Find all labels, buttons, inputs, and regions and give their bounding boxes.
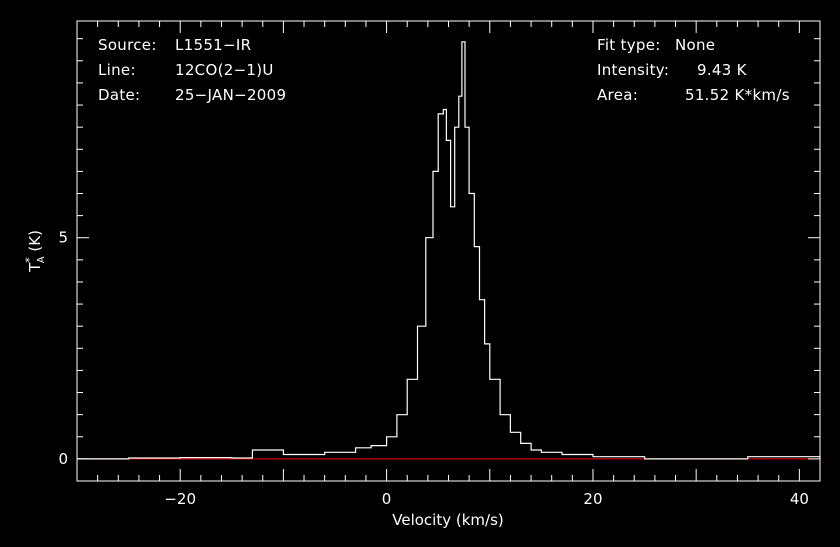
fit-type-label: Fit type:	[597, 36, 661, 54]
date-label: Date:	[98, 86, 141, 104]
y-axis-label: T*A (K)	[23, 230, 47, 273]
x-tick-label: 0	[382, 490, 392, 508]
spectrum-line	[77, 41, 821, 460]
x-axis-label: Velocity (km/s)	[392, 511, 503, 529]
source-label: Source:	[98, 36, 157, 54]
line-value: 12CO(2−1)U	[175, 61, 274, 79]
y-tick-label: 5	[58, 229, 68, 247]
date-value: 25−JAN−2009	[175, 86, 287, 104]
svg-text:T*A (K): T*A (K)	[23, 230, 47, 273]
x-tick-label: −20	[164, 490, 196, 508]
area-value: 51.52 K*km/s	[685, 86, 790, 104]
y-tick-label: 0	[58, 450, 68, 468]
line-label: Line:	[98, 61, 136, 79]
x-tick-label: 40	[790, 490, 809, 508]
fit-type-value: None	[675, 36, 716, 54]
intensity-value: 9.43 K	[697, 61, 747, 79]
x-tick-label: 20	[583, 490, 602, 508]
area-label: Area:	[597, 86, 639, 104]
axis-ticks: −20 0 20 40 0 5	[58, 21, 821, 508]
intensity-label: Intensity:	[597, 61, 670, 79]
source-value: L1551−IR	[175, 36, 252, 54]
